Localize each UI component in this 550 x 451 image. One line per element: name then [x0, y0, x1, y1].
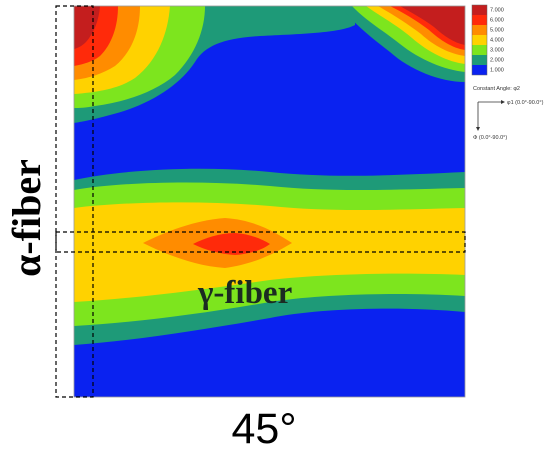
legend-swatch-1 [472, 65, 487, 75]
legend-swatch-2 [472, 55, 487, 65]
legend-label-5: 5.000 [490, 28, 504, 34]
plot-frame [73, 5, 466, 398]
legend-frame [471, 4, 488, 76]
legend-label-4: 4.000 [490, 38, 504, 44]
alpha-fiber-label: α-fiber [4, 159, 49, 277]
constant-angle-label: Constant Angle: φ2 [473, 86, 520, 92]
legend-swatch-7 [472, 5, 487, 15]
alpha-fiber-marker [55, 5, 94, 398]
section-angle-label: 45° [231, 405, 296, 451]
legend-label-3: 3.000 [490, 48, 504, 54]
legend-label-1: 1.000 [490, 68, 504, 74]
legend-label-2: 2.000 [490, 58, 504, 64]
contour-level-7 [400, 6, 465, 45]
phi1-arrowhead-icon [501, 100, 505, 104]
color-legend: 7.000 6.000 5.000 4.000 3.000 2.000 1.000 [471, 4, 504, 76]
contour-peak-top-right [340, 6, 465, 82]
legend-swatch-3 [472, 45, 487, 55]
odf-contour-plot [74, 6, 465, 397]
Phi-axis-label: Φ (0.0°-90.0°) [473, 135, 507, 141]
contour-level-6 [193, 233, 270, 255]
legend-swatch-5 [472, 25, 487, 35]
legend-label-7: 7.000 [490, 8, 504, 14]
legend-label-6: 6.000 [490, 18, 504, 24]
contour-level-7 [74, 6, 100, 49]
legend-swatch-4 [472, 35, 487, 45]
axis-orientation-note: Constant Angle: φ2 φ1 (0.0°-90.0°) Φ (0.… [473, 86, 544, 141]
phi1-axis-label: φ1 (0.0°-90.0°) [507, 100, 544, 106]
legend-swatch-6 [472, 15, 487, 25]
contour-peak-top-left [74, 6, 355, 123]
Phi-arrowhead-icon [476, 127, 480, 131]
gamma-fiber-label: γ-fiber [197, 275, 292, 311]
gamma-fiber-marker [55, 231, 466, 253]
